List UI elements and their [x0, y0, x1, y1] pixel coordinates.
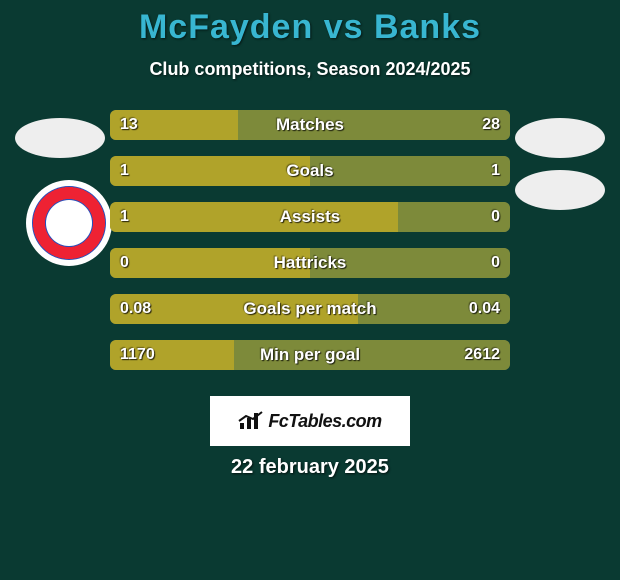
- club-badge-icon: [32, 186, 106, 260]
- stat-row: 11702612Min per goal: [110, 340, 510, 370]
- stat-label: Matches: [110, 110, 510, 140]
- stat-label: Assists: [110, 202, 510, 232]
- title-player-b: Banks: [374, 8, 481, 46]
- footer-date: 22 february 2025: [0, 456, 620, 479]
- stats-chart: 1328Matches 11Goals 10Assists 00Hattricks 0.…: [110, 110, 510, 386]
- stat-row: 1328Matches: [110, 110, 510, 140]
- stat-row: 10Assists: [110, 202, 510, 232]
- player-b-club-badge-placeholder: [515, 170, 605, 210]
- stat-label: Goals: [110, 156, 510, 186]
- title-player-a: McFayden: [139, 8, 313, 46]
- stat-label: Goals per match: [110, 294, 510, 324]
- comparison-infographic: McFayden vs Banks Club competitions, Sea…: [0, 0, 620, 580]
- stat-row: 0.080.04Goals per match: [110, 294, 510, 324]
- chart-icon: [238, 411, 264, 431]
- site-logo: FcTables.com: [238, 411, 381, 432]
- player-a-avatar-placeholder: [15, 118, 105, 158]
- title-vs: vs: [324, 8, 364, 46]
- subtitle: Club competitions, Season 2024/2025: [0, 59, 620, 80]
- stat-row: 11Goals: [110, 156, 510, 186]
- page-title: McFayden vs Banks: [0, 8, 620, 47]
- site-name: FcTables.com: [268, 411, 381, 432]
- stat-label: Min per goal: [110, 340, 510, 370]
- footer-logo-box: FcTables.com: [210, 396, 410, 446]
- stat-label: Hattricks: [110, 248, 510, 278]
- player-a-club-badge: [26, 180, 112, 266]
- stat-row: 00Hattricks: [110, 248, 510, 278]
- player-b-avatar-placeholder: [515, 118, 605, 158]
